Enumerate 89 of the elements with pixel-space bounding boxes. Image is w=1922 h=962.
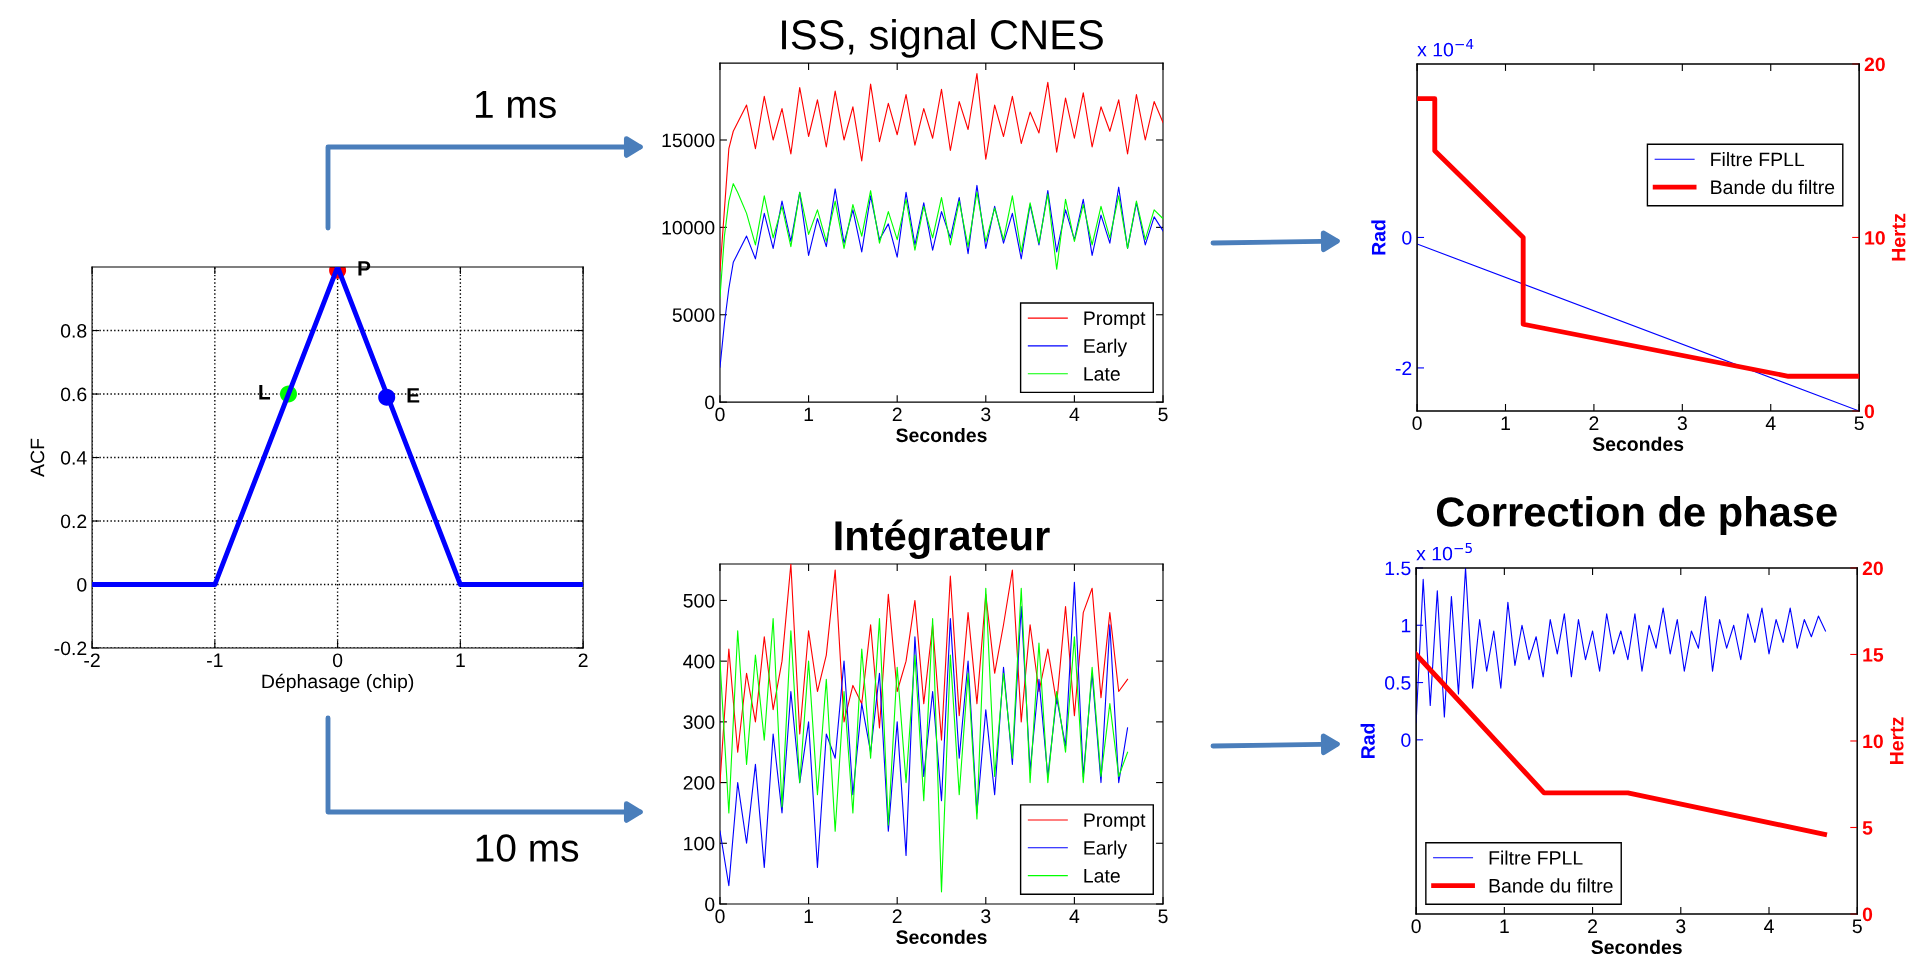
x-tick-label: 3	[1677, 416, 1687, 431]
y-axis-title: Rad	[1360, 723, 1375, 759]
x-axis-title: Secondes	[896, 929, 987, 945]
y-tick-label: 400	[683, 654, 715, 669]
legend-label: Late	[1084, 367, 1120, 381]
x-tick-label: 0	[715, 407, 725, 422]
legend-label: Prompt	[1084, 813, 1146, 831]
x-tick-label: 4	[1069, 407, 1080, 422]
y-tick-label: 1	[1401, 618, 1411, 633]
x-tick-label: 3	[981, 909, 991, 924]
y-tick-label: 0	[77, 577, 87, 592]
legend-label: Early	[1084, 338, 1128, 357]
legend-label: Bande du filtre	[1489, 878, 1613, 893]
y-tick-label: 100	[684, 836, 715, 851]
x-axis-title: Secondes	[896, 427, 987, 443]
text: 1 ms	[475, 91, 556, 119]
y-tick-label: 0.8	[60, 324, 87, 338]
x-tick-label: 1	[1500, 919, 1509, 933]
x-tick-label: 2	[1589, 416, 1599, 430]
y2-tick-label: 15	[1863, 648, 1884, 662]
x-tick-label: 1	[456, 653, 465, 667]
x-tick-label: 0	[715, 909, 725, 924]
legend-label: Late	[1084, 869, 1120, 883]
x-tick-label: 0	[332, 653, 343, 668]
x-axis-title: Secondes	[1592, 436, 1684, 452]
y-tick-label: 0	[1402, 230, 1412, 245]
y-tick-label: -2	[1395, 361, 1412, 375]
y-tick-label: 0.4	[60, 451, 87, 465]
chart-title: Correction de phase	[1436, 496, 1837, 535]
legend-label: Early	[1084, 840, 1128, 859]
line-series	[719, 183, 1163, 298]
legend-label: Filtre FPLL	[1711, 152, 1805, 167]
y2-axis-title: Hertz	[1889, 717, 1904, 764]
text: 10 ms	[476, 834, 579, 862]
chart-title: ISS, signal CNES	[782, 19, 1103, 58]
y-tick-label: 0.2	[60, 514, 87, 529]
line-series	[719, 564, 1129, 784]
y-tick-label: 15000	[662, 133, 715, 148]
x-tick-label: 1	[804, 909, 814, 923]
x-tick-label: 5	[1158, 909, 1168, 924]
y2-tick-label: 10	[1863, 734, 1883, 749]
x-tick-label: 1	[1501, 416, 1510, 430]
text: x 10$^{−4}$	[1417, 38, 1474, 57]
y2-tick-label: 10	[1865, 230, 1885, 245]
text: x 10$^{−5}$	[1416, 542, 1472, 561]
legend-label: Prompt	[1084, 311, 1146, 329]
y-tick-label: 0	[705, 897, 715, 912]
y-tick-label: 0.5	[1385, 676, 1411, 690]
x-tick-label: 5	[1854, 416, 1864, 431]
y-axis-title: Rad	[1371, 220, 1386, 255]
y-tick-label: 0	[1401, 733, 1411, 748]
x-tick-label: 2	[578, 653, 588, 667]
x-tick-label: 3	[981, 407, 991, 422]
y2-tick-label: 20	[1862, 561, 1883, 576]
line-series	[719, 184, 1163, 368]
legend-label: Bande du filtre	[1711, 179, 1835, 195]
y-axis-title: ACF	[30, 438, 45, 477]
y-tick-label: 0.6	[60, 387, 87, 402]
x-tick-label: 0	[1412, 416, 1422, 431]
x-tick-label: -1	[207, 653, 223, 667]
y-tick-label: 5000	[672, 308, 715, 322]
annotation: P	[358, 261, 371, 276]
annotation: E	[407, 388, 420, 403]
line-series	[719, 73, 1163, 272]
y-tick-label: 500	[683, 593, 715, 608]
x-tick-label: 4	[1069, 909, 1080, 923]
y-tick-label: 0	[705, 395, 715, 410]
chart-title: Intégrateur	[835, 519, 1050, 559]
y2-tick-label: 20	[1864, 57, 1885, 72]
y-tick-label: 200	[683, 776, 715, 790]
x-tick-label: 2	[892, 909, 902, 923]
x-tick-label: 5	[1852, 919, 1862, 934]
y-tick-label: 300	[683, 715, 715, 730]
x-tick-label: 4	[1765, 416, 1776, 430]
line-series	[1417, 96, 1860, 379]
x-axis-title: Secondes	[1591, 939, 1682, 955]
x-tick-label: 1	[804, 407, 814, 422]
annotation: L	[259, 385, 271, 400]
x-tick-label: 4	[1764, 919, 1774, 933]
x-axis-title: Déphasage (chip)	[262, 673, 414, 693]
y-tick-label: 1.5	[1385, 561, 1411, 576]
x-tick-label: 2	[892, 407, 902, 422]
legend-label: Filtre FPLL	[1489, 850, 1583, 865]
x-tick-label: 5	[1158, 407, 1168, 422]
y2-tick-label: 5	[1862, 821, 1873, 835]
y2-axis-title: Hertz	[1891, 213, 1906, 261]
x-tick-label: 3	[1676, 919, 1686, 934]
x-tick-label: 2	[1588, 919, 1597, 933]
y-tick-label: 10000	[662, 220, 715, 235]
